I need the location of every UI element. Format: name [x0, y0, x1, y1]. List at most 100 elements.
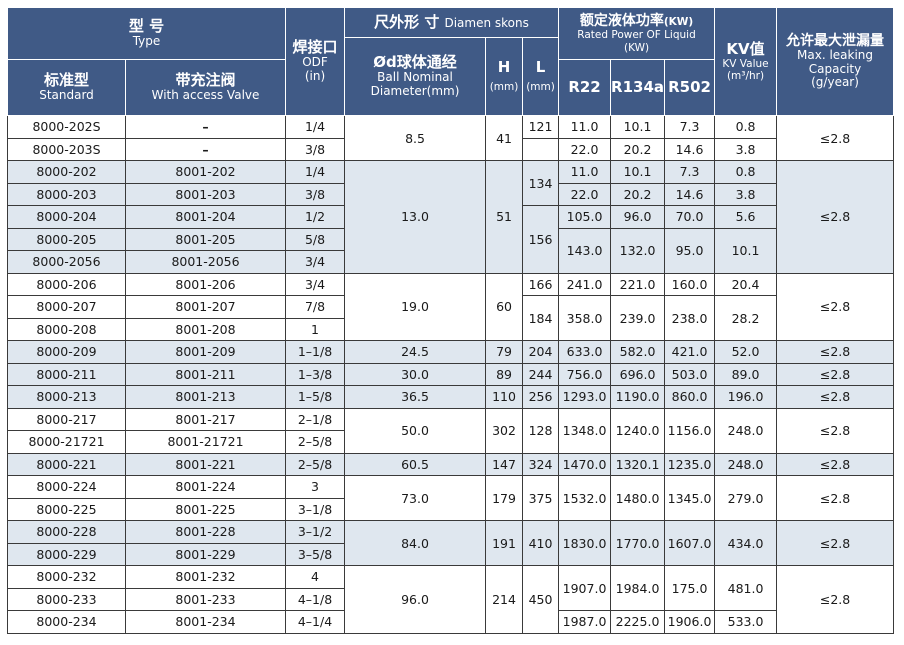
standard-cell: 8000-21721 [7, 430, 126, 454]
l-cell: 375 [522, 475, 560, 521]
r22-cell: 143.0 [558, 227, 612, 274]
leak-cell: ≤2.8 [776, 407, 895, 454]
access-valve-cell: 8001-207 [124, 295, 287, 319]
l-cell: 256 [522, 385, 560, 409]
ball-diameter-cell: 24.5 [344, 340, 487, 364]
table-header: 型 号 Type 焊接口 ODF (in) 尺外形 寸 Diamen skons… [6, 7, 895, 116]
r502-cell: 1345.0 [664, 475, 716, 521]
table-body: 8000-202S –1/4 8.5 41 121 11.0 10.1 7.3 0.8 ≤2.8 8… [7, 115, 895, 634]
r134a-cell: 96.0 [610, 205, 666, 229]
table-row: 8000-211 8001-211 1–3/8 30.0 89 244 756.0 696.0… [7, 362, 895, 386]
access-valve-cell: 8001-205 [124, 227, 287, 251]
table-row: 8000-209 8001-209 1–1/8 24.5 79 204 633.0 582.0… [7, 340, 895, 364]
r134a-header: R134a [610, 59, 666, 116]
r502-cell: 160.0 [664, 272, 716, 296]
standard-cell: 8000-209 [7, 340, 126, 364]
r134a-cell: 239.0 [610, 295, 666, 341]
odf-cell: 1 [285, 317, 346, 341]
leak-header: 允许最大泄漏量 Max. leaking Capacity (g/year) [776, 7, 895, 116]
access-valve-cell: 8001-203 [124, 182, 287, 206]
r134a-cell: 1480.0 [610, 475, 666, 521]
access-valve-cell: 8001-229 [124, 542, 287, 566]
access-valve-header: 带充注阀 With access Valve [124, 59, 287, 116]
standard-cell: 8000-233 [7, 587, 126, 611]
standard-cell: 8000-234 [7, 610, 126, 634]
access-valve-cell: 8001-213 [124, 385, 287, 409]
table-row: 8000-208 8001-208 1 [7, 317, 894, 341]
standard-cell: 8000-202 [7, 160, 126, 184]
ball-diameter-cell: 84.0 [344, 520, 487, 566]
table-row: 8000-207 8001-207 7/8 184 358.0 239.0 238.0 28.… [7, 295, 894, 341]
table-row: 8000-232 8001-232 4 96.0 214 450 1907.0 1984.0 1… [7, 565, 895, 634]
l-cell: 128 [522, 407, 560, 454]
ball-diameter-cell: 36.5 [344, 385, 487, 409]
r22-cell: 1907.0 [558, 565, 612, 611]
l-cell [522, 137, 560, 161]
r22-cell: 1470.0 [558, 452, 612, 476]
ball-diameter-cell: 60.5 [344, 452, 487, 476]
odf-cell: 3/8 [285, 182, 346, 206]
standard-cell: 8000-225 [7, 497, 126, 521]
table-row: 8000-234 8001-234 4–1/4 1987.0 2225.0 1906.0 5… [7, 610, 894, 634]
odf-cell: 3–5/8 [285, 542, 346, 566]
r502-cell: 70.0 [664, 205, 716, 229]
odf-cell: 1/2 [285, 205, 346, 229]
leak-cell: ≤2.8 [776, 272, 895, 341]
standard-cell: 8000-203S [7, 137, 126, 161]
odf-cell: 1/4 [285, 160, 346, 184]
odf-cell: 2–5/8 [285, 430, 346, 454]
l-cell: 156 [522, 205, 560, 274]
kv-cell: 10.1 [714, 227, 778, 274]
standard-cell: 8000-208 [7, 317, 126, 341]
r502-cell: 238.0 [664, 295, 716, 341]
r502-cell: 95.0 [664, 227, 716, 274]
l-cell: 450 [522, 565, 560, 634]
r502-cell: 1235.0 [664, 452, 716, 476]
table-row: 8000-205 8001-205 5/8 143.0 132.0 95.0 10.1 [7, 227, 894, 274]
standard-cell: 8000-203 [7, 182, 126, 206]
access-valve-cell: 8001-208 [124, 317, 287, 341]
r22-cell: 358.0 [558, 295, 612, 341]
r502-cell: 175.0 [664, 565, 716, 611]
odf-cell: 2–1/8 [285, 407, 346, 431]
kv-cell: 196.0 [714, 385, 778, 409]
table-row: 8000-225 8001-225 3–1/8 [7, 497, 894, 521]
l-cell: 184 [522, 295, 560, 341]
l-cell: 324 [522, 452, 560, 476]
h-cell: 302 [485, 407, 524, 454]
access-valve-cell: – [124, 115, 287, 139]
r22-cell: 22.0 [558, 137, 612, 161]
r22-cell: 633.0 [558, 340, 612, 364]
r134a-cell: 1240.0 [610, 407, 666, 454]
r22-cell: 756.0 [558, 362, 612, 386]
access-valve-cell: 8001-228 [124, 520, 287, 544]
standard-cell: 8000-213 [7, 385, 126, 409]
access-valve-cell: 8001-233 [124, 587, 287, 611]
h-cell: 147 [485, 452, 524, 476]
l-cell: 134 [522, 160, 560, 206]
standard-cell: 8000-217 [7, 407, 126, 431]
kv-cell: 3.8 [714, 137, 778, 161]
r502-cell: 860.0 [664, 385, 716, 409]
access-valve-cell: – [124, 137, 287, 161]
table-row: 8000-228 8001-228 3–1/2 84.0 191 410 1830.0 177… [7, 520, 895, 566]
r134a-cell: 1190.0 [610, 385, 666, 409]
standard-cell: 8000-2056 [7, 250, 126, 274]
ball-diameter-cell: 73.0 [344, 475, 487, 521]
odf-cell: 4–1/8 [285, 587, 346, 611]
r22-cell: 1532.0 [558, 475, 612, 521]
leak-cell: ≤2.8 [776, 475, 895, 521]
kv-cell: 20.4 [714, 272, 778, 296]
access-valve-cell: 8001-204 [124, 205, 287, 229]
r22-cell: 105.0 [558, 205, 612, 229]
standard-cell: 8000-202S [7, 115, 126, 139]
leak-cell: ≤2.8 [776, 340, 895, 364]
odf-header: 焊接口 ODF (in) [285, 7, 346, 116]
leak-cell: ≤2.8 [776, 362, 895, 386]
h-header: H (mm) [485, 37, 524, 116]
standard-cell: 8000-228 [7, 520, 126, 544]
r134a-cell: 1320.1 [610, 452, 666, 476]
r22-cell: 22.0 [558, 182, 612, 206]
access-valve-cell: 8001-202 [124, 160, 287, 184]
kv-cell: 248.0 [714, 452, 778, 476]
